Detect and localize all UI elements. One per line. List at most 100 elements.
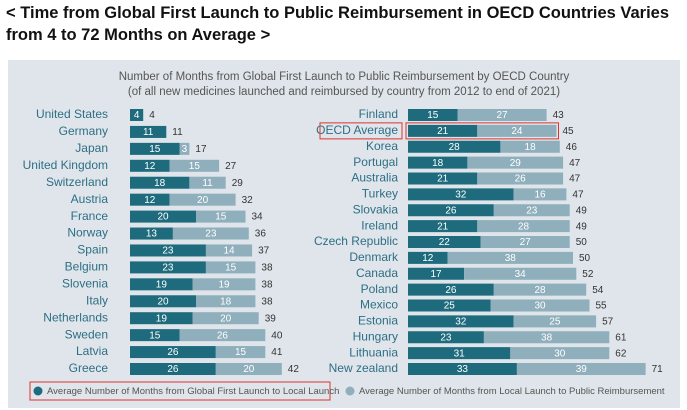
category-label: Ireland [361,218,398,232]
bar-segment [408,331,484,344]
bar-segment [192,312,259,325]
bar-value-label: 3 [182,144,188,155]
bar-segment [172,227,249,240]
bar-value-label: 21 [437,221,449,232]
bar-segment [408,267,465,280]
category-label: Lithuania [349,345,398,359]
bar-segment [408,283,494,296]
bar-value-label: 33 [457,364,469,375]
bar-segment [516,363,646,375]
bar-segment [196,295,256,308]
category-label: France [71,209,109,223]
bar-segment [408,204,494,217]
bar-value-label: 23 [162,246,174,257]
header: < Time from Global First Launch to Publi… [6,4,670,44]
total-label: 42 [288,364,300,375]
bar-value-label: 13 [146,229,158,240]
bar-value-label: 12 [422,253,434,264]
bar-value-label: 18 [220,296,232,307]
legend-marker [345,386,355,396]
total-label: 61 [615,332,627,343]
bar-value-label: 19 [218,279,230,290]
bar-segment [196,210,246,223]
bar-value-label: 19 [156,279,168,290]
bar-value-label: 15 [225,263,237,274]
bar-segment [169,193,236,206]
bar-value-label: 26 [445,205,457,216]
total-label: 4 [149,110,155,121]
total-label: 32 [242,195,254,206]
category-label: Slovakia [353,202,399,216]
bar-segment [130,346,216,359]
page-title: < Time from Global First Launch to Publi… [6,4,670,44]
bar-segment [408,188,514,201]
total-label: 39 [265,313,277,324]
bar-segment [130,142,180,155]
total-label: 71 [652,364,664,375]
total-label: 46 [566,142,578,153]
bar-segment [130,125,167,138]
category-label: Estonia [358,314,398,328]
total-label: 29 [232,178,244,189]
bar-value-label: 26 [167,364,179,375]
bar-segment [408,315,514,328]
bar-value-label: 38 [505,253,517,264]
category-label: Poland [361,282,398,296]
bar-value-label: 28 [518,221,530,232]
bar-segment [408,156,468,169]
bar-value-label: 18 [525,142,537,153]
total-label: 40 [271,330,283,341]
bar-value-label: 19 [156,313,168,324]
bar-segment [510,347,610,360]
total-label: 52 [582,269,594,280]
total-label: 41 [271,347,283,358]
total-label: 34 [252,212,264,223]
legend-label: Average Number of Months from Global Fir… [47,386,339,397]
category-label: Portugal [353,155,398,169]
bar-value-label: 26 [445,285,457,296]
bar-value-label: 15 [235,347,247,358]
bar-value-label: 15 [427,110,439,121]
bar-segment [130,159,170,172]
bar-segment [493,283,587,296]
bar-value-label: 12 [144,195,156,206]
bar-value-label: 25 [549,317,561,328]
bar-value-label: 12 [144,161,156,172]
total-label: 54 [592,285,604,296]
category-label: OECD Average [316,123,398,137]
bar-segment [493,204,570,217]
category-label: Germany [59,124,108,138]
category-label: Denmark [349,250,399,264]
total-label: 50 [576,237,588,248]
highlight-box [405,122,559,140]
bar-segment [130,227,173,240]
bar-segment [189,176,226,189]
bar-value-label: 4 [134,110,140,121]
bar-segment [408,299,491,312]
total-label: 57 [602,317,614,328]
bar-value-label: 20 [243,364,255,375]
total-label: 43 [553,110,565,121]
bar-value-label: 25 [444,301,456,312]
category-label: Canada [356,266,398,280]
bar-segment [130,312,193,325]
category-label: Korea [366,139,398,153]
total-label: 36 [255,229,267,240]
bar-segment [130,261,206,274]
category-label: Australia [351,171,398,185]
chart-subtitle: (of all new medicines launched and reimb… [128,86,560,98]
total-label: 62 [615,348,627,359]
bar-value-label: 21 [437,174,449,185]
bar-value-label: 26 [167,347,179,358]
bar-segment [179,329,266,342]
category-label: Greece [69,361,109,375]
bar-value-label: 18 [154,178,166,189]
category-label: Turkey [362,187,398,201]
category-label: Slovenia [62,277,108,291]
bar-segment [215,363,282,375]
bar-value-label: 17 [430,269,442,280]
legend-highlight [29,381,331,401]
bar-value-label: 21 [437,126,449,137]
category-label: New zealand [329,361,398,375]
